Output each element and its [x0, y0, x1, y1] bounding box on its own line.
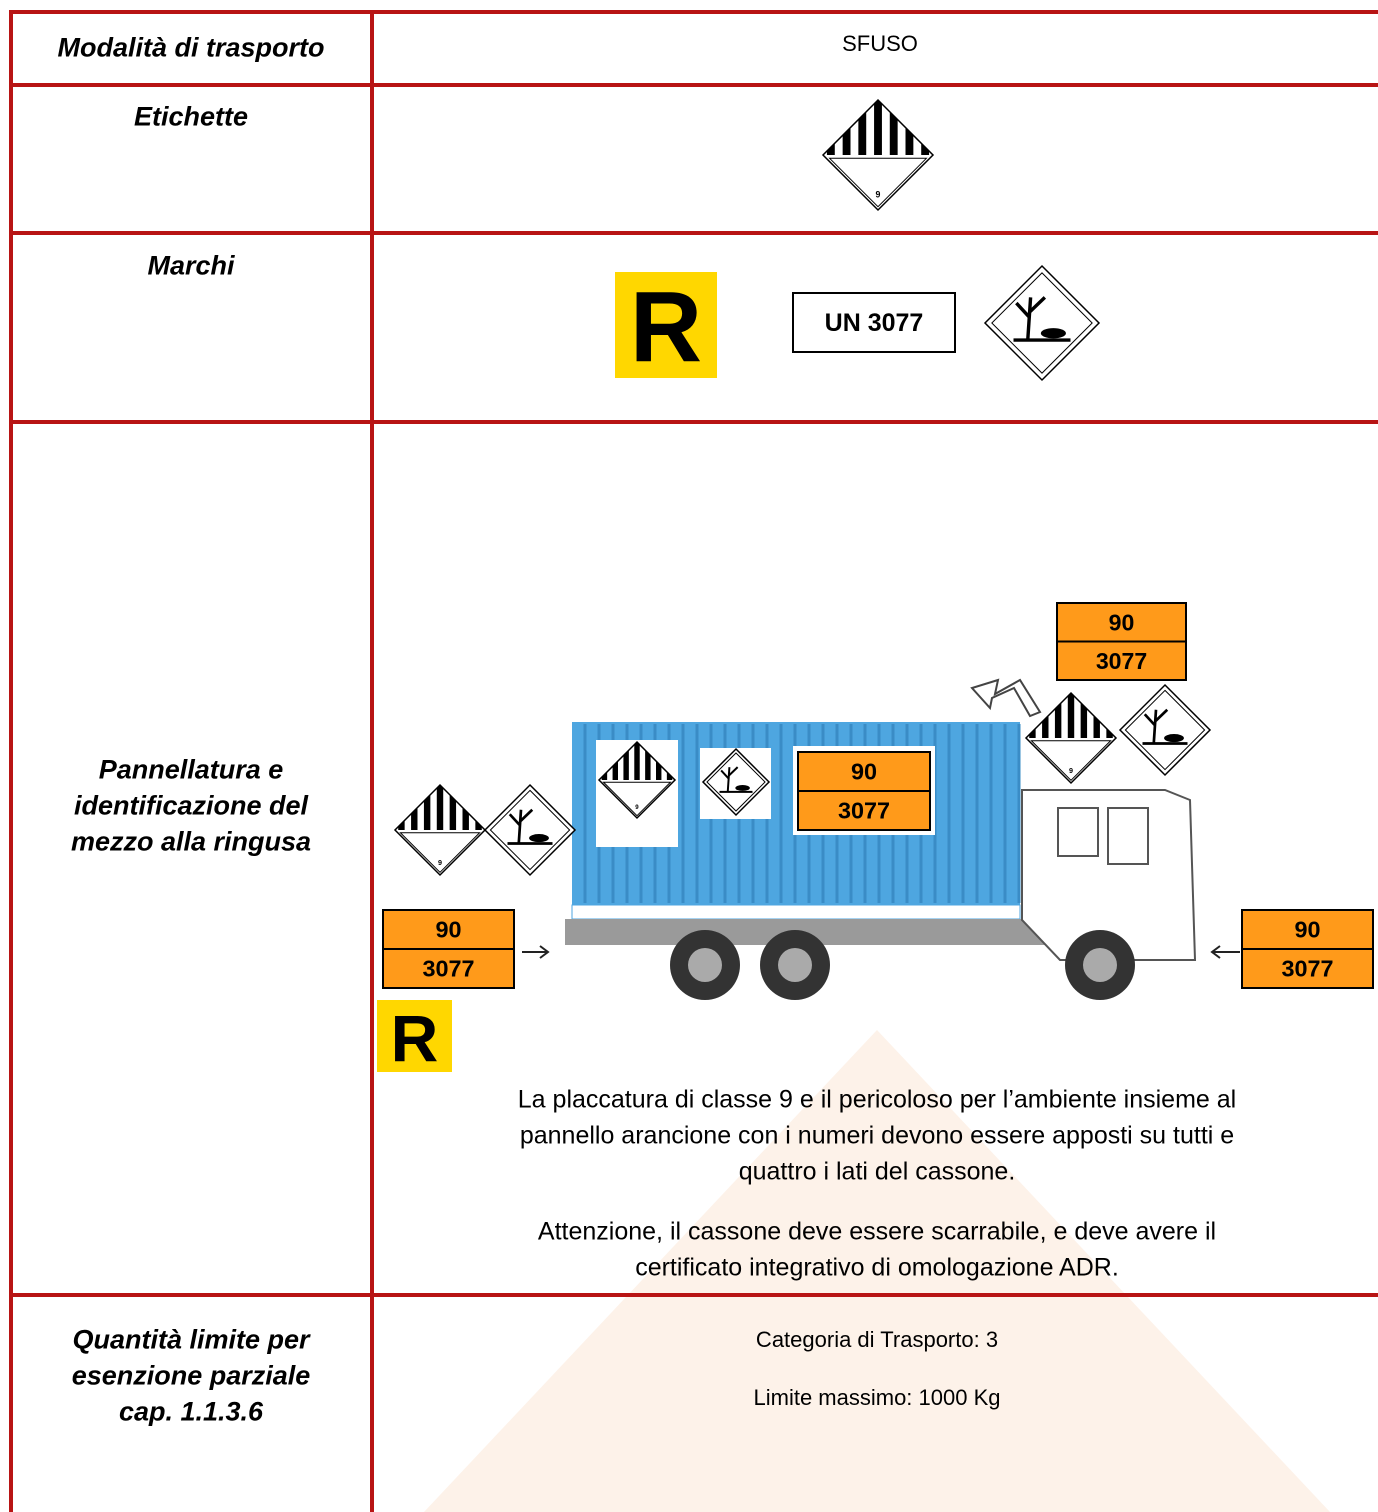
inner [602, 781, 672, 817]
r-mark: R [391, 1001, 439, 1075]
stripe [436, 785, 444, 830]
inner [991, 272, 1093, 374]
hazard-panel: 90 3077 [1241, 909, 1374, 989]
panel-hazard-number: 90 [435, 917, 461, 943]
class-number: 9 [1069, 766, 1073, 775]
table-borders [9, 10, 1378, 1512]
row-label: Quantità limite per [72, 1324, 310, 1355]
stripe [858, 100, 867, 155]
inner [1124, 689, 1206, 771]
fish [1164, 734, 1184, 743]
row-label: Modalità di trasporto [57, 32, 325, 63]
row-label: Marchi [147, 250, 235, 281]
stripe [449, 785, 457, 830]
tree [1142, 708, 1188, 745]
cab-window [1107, 807, 1149, 865]
fish [735, 784, 750, 791]
diamond [983, 264, 1101, 382]
stripe [842, 100, 851, 155]
stripe [623, 742, 629, 780]
panel-un-number: 3077 [422, 956, 474, 982]
panel-hazard-number: 90 [1109, 609, 1135, 635]
class-number: 9 [438, 858, 442, 867]
stripe [1054, 693, 1062, 738]
class-number: 9 [635, 804, 639, 811]
stripe [874, 100, 882, 155]
panel-un-number: 3077 [838, 798, 890, 824]
hazard-panel: 90 3077 [1056, 602, 1187, 681]
r-mark-bg [377, 1000, 452, 1072]
row-label: cap. 1.1.3.6 [118, 1396, 264, 1427]
arrow-right [1210, 945, 1240, 959]
panel-un-number: 3077 [1096, 648, 1147, 674]
panel-un-number: 3077 [1281, 956, 1333, 982]
inner [1030, 740, 1112, 782]
environment-mark [983, 264, 1101, 382]
fish [529, 834, 549, 843]
class-9-label: 9 [821, 98, 935, 212]
class-number: 9 [876, 190, 881, 200]
panel-hazard-number: 90 [851, 759, 877, 785]
panel-hazard-number: 90 [1294, 917, 1320, 943]
arrow-left [522, 945, 550, 959]
stripe [645, 742, 651, 780]
tree [507, 808, 553, 845]
stripe [905, 100, 914, 155]
container-rail [571, 904, 1021, 920]
row-label: identificazione del [73, 790, 309, 821]
un-box [792, 292, 956, 353]
diamond [701, 747, 771, 817]
cab-window [1057, 807, 1099, 857]
stripe [1080, 693, 1088, 738]
note-line: La placcatura di classe 9 e il pericolos… [517, 1085, 1237, 1114]
quantity-line: Limite massimo: 1000 Kg [753, 1385, 1001, 1410]
note-line: Attenzione, il cassone deve essere scarr… [537, 1217, 1217, 1246]
environment-mark [701, 747, 771, 817]
row-label: mezzo alla ringusa [70, 826, 312, 857]
watermark [424, 1030, 1330, 1512]
environment-mark [1118, 683, 1212, 777]
stripe [1067, 693, 1075, 738]
row-label: esenzione parziale [71, 1360, 311, 1391]
turn-arrow [970, 678, 1042, 718]
hub [688, 948, 722, 982]
note-line: certificato integrativo di omologazione … [635, 1253, 1119, 1282]
stripe [889, 100, 898, 155]
inner [706, 752, 766, 812]
tree [719, 766, 753, 793]
hazard-panel: 90 3077 [382, 909, 515, 989]
class-9-label: 9 [1024, 691, 1118, 785]
stripe [423, 785, 431, 830]
stripe [634, 742, 640, 780]
inner [489, 789, 571, 871]
hub [1083, 948, 1117, 982]
tree [1013, 296, 1071, 342]
diamond [1118, 683, 1212, 777]
r-mark-bg [615, 272, 717, 378]
r-mark: R [630, 271, 702, 383]
row-label: Pannellatura e [98, 754, 284, 785]
class-9-label: 9 [393, 783, 487, 877]
note-line: quattro i lati del cassone. [738, 1157, 1016, 1186]
un-number: UN 3077 [825, 309, 924, 337]
fish [1040, 328, 1066, 339]
inner [399, 832, 481, 874]
transport-mode: SFUSO [842, 31, 918, 56]
hazard-panel: 90 3077 [797, 751, 931, 831]
quantity-line: Categoria di Trasporto: 3 [755, 1327, 999, 1352]
diamond [483, 783, 577, 877]
hub [778, 948, 812, 982]
note-line: pannello arancione con i numeri devono e… [519, 1121, 1235, 1150]
inner [828, 157, 928, 208]
row-label: Etichette [133, 101, 249, 132]
environment-mark [483, 783, 577, 877]
